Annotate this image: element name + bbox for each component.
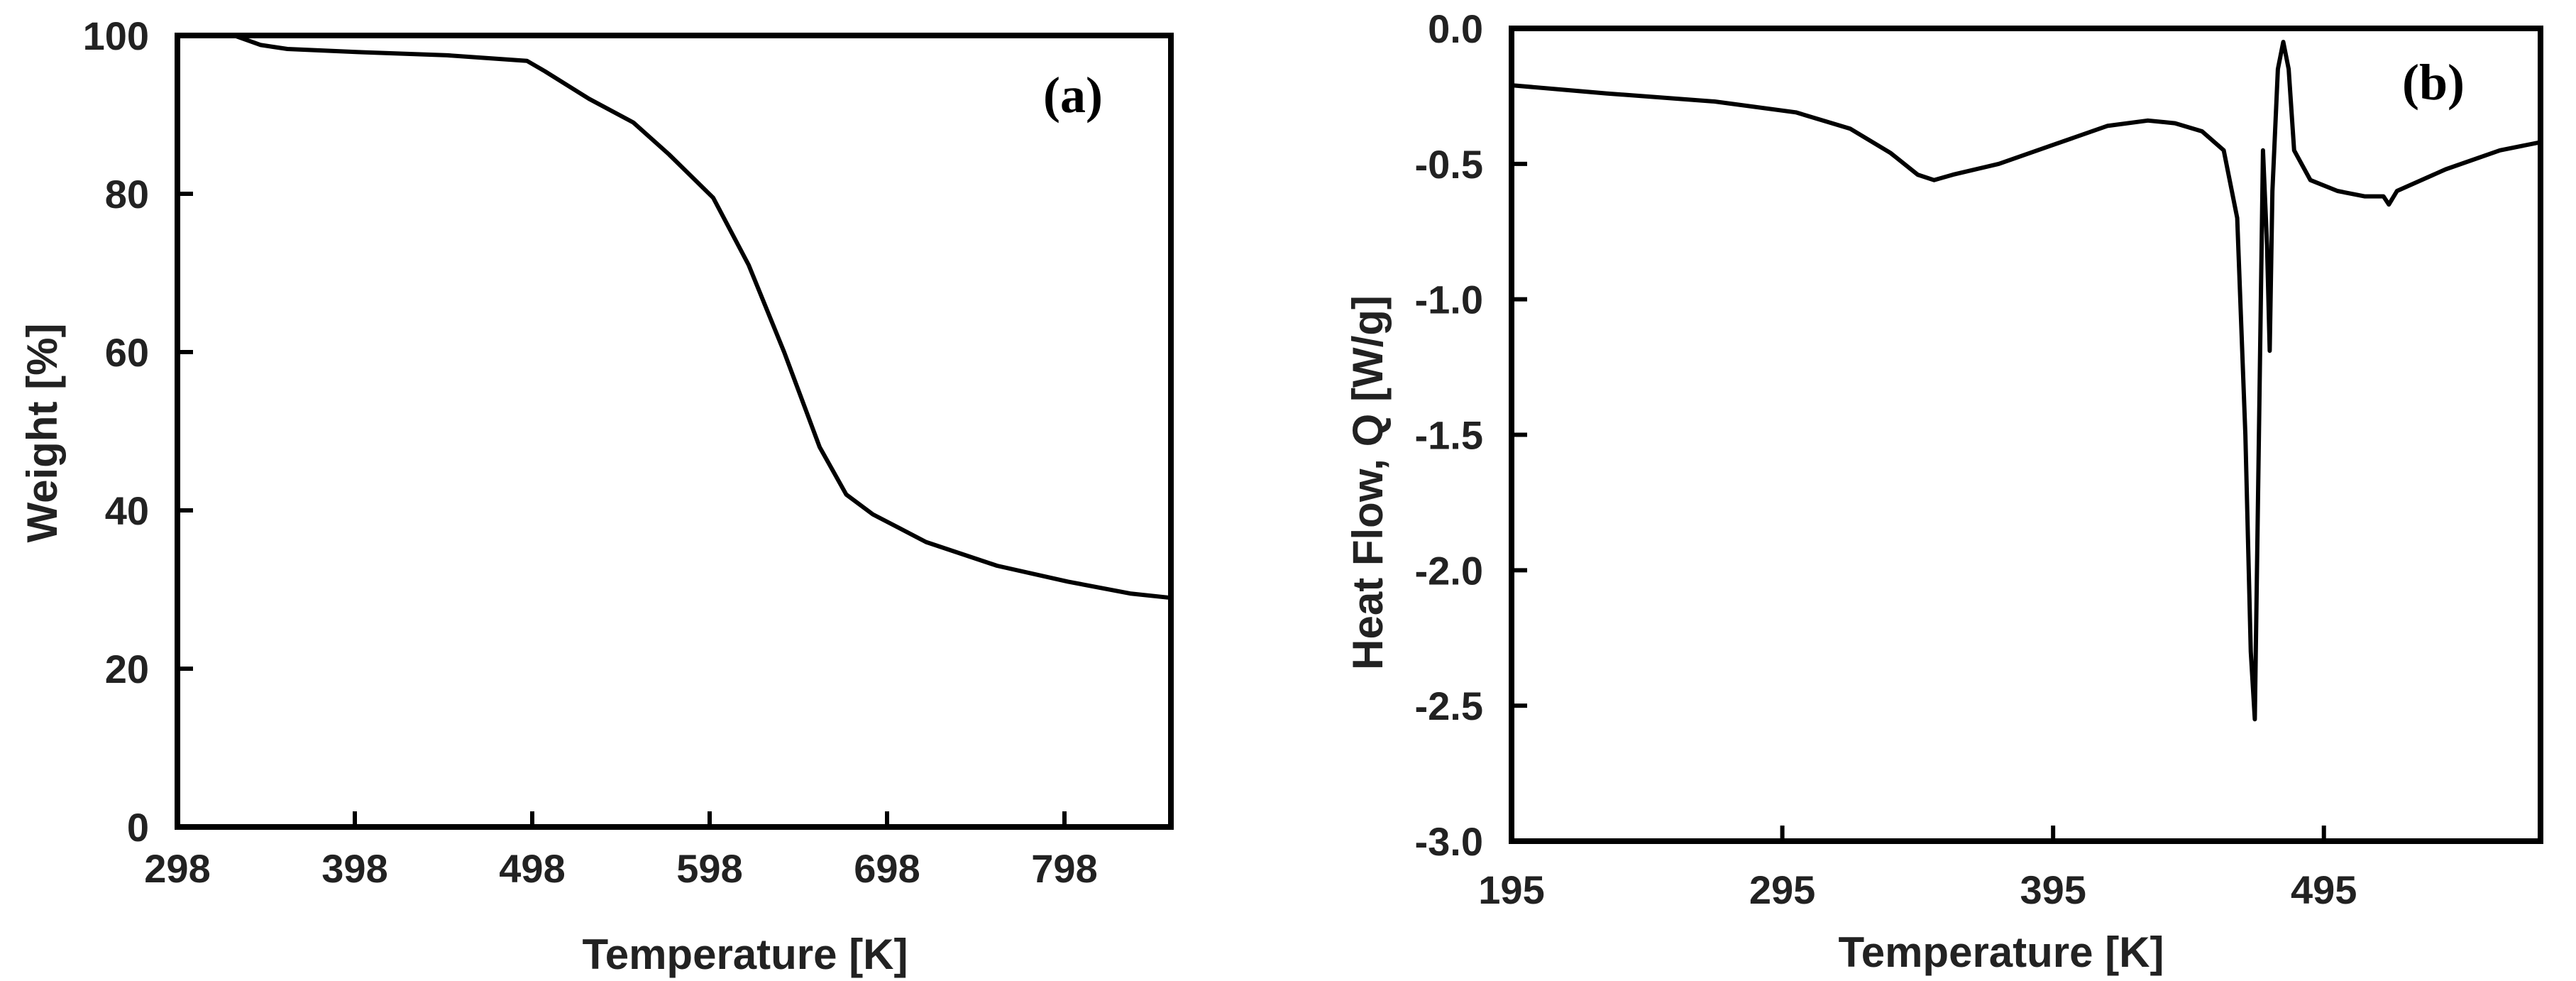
x-tick-label-a-1: 398 [321, 846, 387, 891]
y-tick-label-a-0: 0 [127, 805, 149, 850]
ticks-b: 195 295 395 495 0.0 -0.5 -1.0 -1.5 -2.0 -2.5 -3.0 [1415, 6, 2357, 912]
chart-panel-b: 195 295 395 4950.0-0.5-1.0-1.5-2.0-2.5-3.0 … [1344, 6, 2543, 976]
y-tick-label-b-4: -2.0 [1415, 548, 1484, 593]
y-tick-label-a-5: 100 [83, 13, 149, 58]
panel-label-b: (b) [2402, 54, 2465, 111]
x-tick-label-b-0: 195 [1478, 867, 1544, 912]
x-tick-label-a-2: 498 [499, 846, 565, 891]
y-tick-label-b-5: -2.5 [1415, 684, 1484, 728]
x-tick-label-b-2: 395 [2020, 867, 2086, 912]
y-tick-label-a-3: 60 [105, 330, 149, 375]
y-axis-title-b: Heat Flow, Q [W/g] [1344, 295, 1392, 670]
y-tick-label-b-2: -1.0 [1415, 278, 1484, 322]
ticks-a: 298 398 498 598 698 798 0 20 40 60 80 100 [83, 13, 1098, 891]
panel-label-a: (a) [1043, 67, 1103, 124]
chart-panel-a: 298 398 498 598 698 798 0 20 40 60 80 100 (a) Tempe… [18, 13, 1174, 978]
weight-curve [232, 33, 1169, 600]
x-axis-title-b: Temperature [K] [1839, 928, 2164, 976]
y-tick-label-b-6: -3.0 [1415, 819, 1484, 864]
y-tick-label-a-2: 40 [105, 488, 149, 533]
x-tick-label-a-5: 798 [1031, 846, 1097, 891]
x-tick-label-b-1: 295 [1749, 867, 1815, 912]
heat-flow-curve [1509, 40, 2543, 722]
y-tick-label-b-3: -1.5 [1415, 413, 1484, 458]
x-tick-label-a-0: 298 [144, 846, 210, 891]
x-tick-label-b-3: 495 [2291, 867, 2357, 912]
plot-frame-a [175, 33, 1174, 830]
x-tick-label-a-4: 698 [854, 846, 920, 891]
x-tick-label-a-3: 598 [676, 846, 742, 891]
x-axis-title-a: Temperature [K] [583, 931, 908, 978]
y-tick-label-a-4: 80 [105, 172, 149, 217]
y-tick-label-b-0: 0.0 [1428, 6, 1483, 51]
y-axis-title-a: Weight [%] [18, 324, 66, 543]
y-tick-label-a-1: 20 [105, 647, 149, 691]
y-tick-label-b-1: -0.5 [1415, 142, 1484, 187]
plot-frame-b [1509, 26, 2543, 844]
